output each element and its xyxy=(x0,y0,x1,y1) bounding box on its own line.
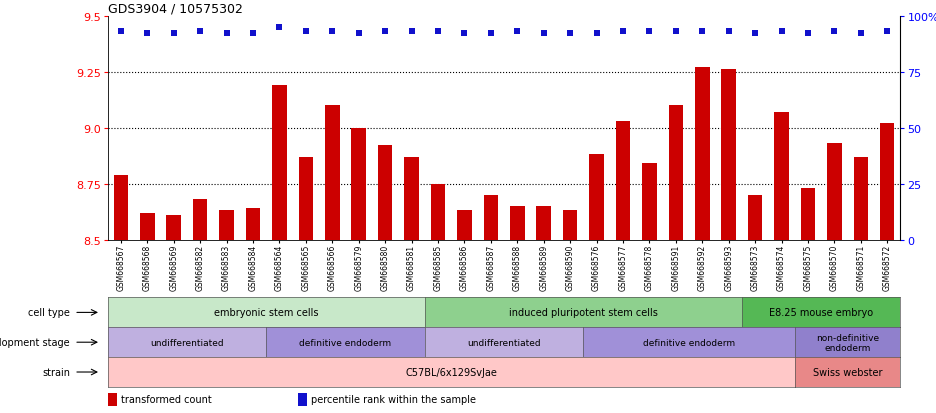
Text: Swiss webster: Swiss webster xyxy=(812,367,883,377)
Bar xyxy=(590,155,604,240)
Text: percentile rank within the sample: percentile rank within the sample xyxy=(312,394,476,404)
Text: non-definitive
endoderm: non-definitive endoderm xyxy=(816,333,879,352)
Text: definitive endoderm: definitive endoderm xyxy=(643,338,735,347)
Text: definitive endoderm: definitive endoderm xyxy=(300,338,391,347)
Text: transformed count: transformed count xyxy=(121,394,212,404)
Text: development stage: development stage xyxy=(0,337,70,347)
Bar xyxy=(246,209,260,240)
Text: embryonic stem cells: embryonic stem cells xyxy=(214,308,318,318)
Point xyxy=(800,31,815,38)
Bar xyxy=(378,146,392,240)
Text: induced pluripotent stem cells: induced pluripotent stem cells xyxy=(509,308,658,318)
Bar xyxy=(404,157,418,240)
Point xyxy=(668,29,683,36)
Point xyxy=(748,31,763,38)
Point xyxy=(457,31,472,38)
Point xyxy=(377,29,392,36)
Bar xyxy=(510,206,524,240)
Point xyxy=(880,29,895,36)
Bar xyxy=(140,213,154,240)
Point xyxy=(272,24,287,31)
Point xyxy=(193,29,208,36)
Bar xyxy=(431,184,446,240)
Text: C57BL/6x129SvJae: C57BL/6x129SvJae xyxy=(405,367,497,377)
Bar xyxy=(193,200,208,240)
Bar xyxy=(774,113,789,240)
Bar xyxy=(457,211,472,240)
Point xyxy=(325,29,340,36)
Bar xyxy=(484,195,498,240)
Bar xyxy=(108,393,117,406)
Bar xyxy=(325,106,340,240)
Point xyxy=(483,31,498,38)
Text: undifferentiated: undifferentiated xyxy=(467,338,541,347)
Point xyxy=(431,29,446,36)
Point xyxy=(536,31,551,38)
Bar xyxy=(113,175,128,240)
Bar xyxy=(827,144,841,240)
Point xyxy=(219,31,234,38)
Bar xyxy=(351,128,366,240)
Point xyxy=(826,29,841,36)
Bar xyxy=(722,70,736,240)
Bar xyxy=(748,195,762,240)
Point xyxy=(721,29,736,36)
Point xyxy=(854,31,869,38)
Bar xyxy=(167,215,181,240)
Bar xyxy=(298,393,307,406)
Point xyxy=(167,31,182,38)
Bar xyxy=(800,189,815,240)
Bar xyxy=(668,106,683,240)
Text: strain: strain xyxy=(42,367,70,377)
Bar xyxy=(642,164,657,240)
Bar xyxy=(299,157,314,240)
Point xyxy=(351,31,366,38)
Point xyxy=(563,31,578,38)
Text: E8.25 mouse embryo: E8.25 mouse embryo xyxy=(769,308,873,318)
Point xyxy=(616,29,631,36)
Text: cell type: cell type xyxy=(28,308,70,318)
Bar xyxy=(563,211,578,240)
Bar xyxy=(219,211,234,240)
Point xyxy=(695,29,709,36)
Point xyxy=(404,29,419,36)
Point xyxy=(245,31,260,38)
Bar xyxy=(616,121,630,240)
Point xyxy=(113,29,128,36)
Point xyxy=(589,31,604,38)
Point xyxy=(139,31,154,38)
Point xyxy=(774,29,789,36)
Bar xyxy=(536,206,551,240)
Bar xyxy=(880,124,895,240)
Bar xyxy=(272,86,286,240)
Bar xyxy=(695,68,709,240)
Point xyxy=(642,29,657,36)
Text: GDS3904 / 10575302: GDS3904 / 10575302 xyxy=(108,2,242,15)
Text: undifferentiated: undifferentiated xyxy=(150,338,224,347)
Point xyxy=(299,29,314,36)
Bar xyxy=(854,157,868,240)
Point xyxy=(510,29,525,36)
